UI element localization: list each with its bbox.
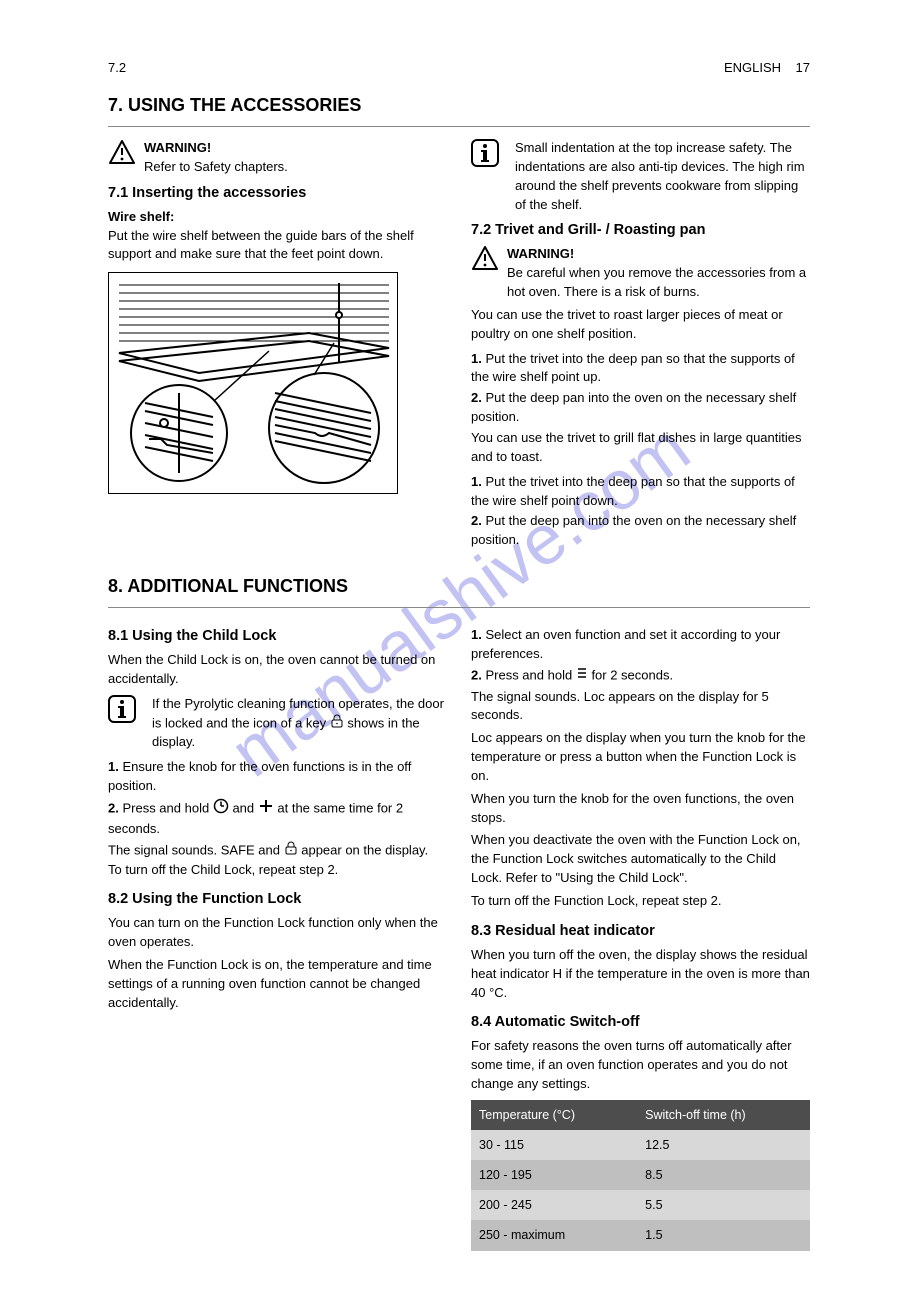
menu-icon xyxy=(576,666,588,686)
table-cell: 12.5 xyxy=(637,1130,810,1160)
f-signal: The signal sounds. Loc appears on the di… xyxy=(471,688,810,726)
wire-shelf-label: Wire shelf: xyxy=(108,209,174,224)
section-8-1-text: When the Child Lock is on, the oven cann… xyxy=(108,651,447,689)
table-cell: 5.5 xyxy=(637,1190,810,1220)
trivet-step4: Put the deep pan into the oven on the ne… xyxy=(471,513,796,547)
trivet-step1-num: 1. xyxy=(471,351,482,366)
table-cell: 200 - 245 xyxy=(471,1190,637,1220)
trivet-step3-num: 1. xyxy=(471,474,482,489)
lock-icon-2 xyxy=(284,841,298,861)
s8-signal2: appear on the display. xyxy=(301,842,428,857)
wire-shelf-text: Put the wire shelf between the guide bar… xyxy=(108,227,447,265)
trivet-step3: Put the trivet into the deep pan so that… xyxy=(471,474,795,508)
section-8-title: 8. ADDITIONAL FUNCTIONS xyxy=(108,566,810,603)
f-turnoff: To turn off the Function Lock, repeat st… xyxy=(471,892,810,911)
section-8-2-text: You can turn on the Function Lock functi… xyxy=(108,914,447,952)
trivet-step4-num: 2. xyxy=(471,513,482,528)
table-cell: 30 - 115 xyxy=(471,1130,637,1160)
section-7-divider xyxy=(108,126,810,127)
header-section-number: 7.2 xyxy=(108,60,126,75)
trivet-grill-text: You can use the trivet to grill flat dis… xyxy=(471,429,810,467)
f-step2-pre: Press and hold xyxy=(485,667,575,682)
info-icon xyxy=(471,139,499,167)
table-row: 250 - maximum 1.5 xyxy=(471,1220,810,1250)
table-cell: 120 - 195 xyxy=(471,1160,637,1190)
info-icon-2 xyxy=(108,695,136,723)
s8-step2-mid: and xyxy=(232,800,257,815)
clock-icon xyxy=(213,798,229,820)
section-8-4-text: For safety reasons the oven turns off au… xyxy=(471,1037,810,1094)
table-row: 120 - 195 8.5 xyxy=(471,1160,810,1190)
f-step1: Select an oven function and set it accor… xyxy=(471,627,780,661)
f-step2-num: 2. xyxy=(471,667,482,682)
section-7-2-title: 7.2 Trivet and Grill- / Roasting pan xyxy=(471,220,810,241)
f-loc: Loc appears on the display when you turn… xyxy=(471,729,810,786)
switch-off-table: Temperature (°C) Switch-off time (h) 30 … xyxy=(471,1100,810,1251)
warning-triangle-icon-2 xyxy=(471,245,499,277)
table-header-time: Switch-off time (h) xyxy=(637,1100,810,1130)
f-knob: When you turn the knob for the oven func… xyxy=(471,790,810,828)
section-7-1-title: 7.1 Inserting the accessories xyxy=(108,183,447,204)
plus-icon xyxy=(258,798,274,820)
header-page-number: 17 xyxy=(796,60,810,75)
trivet-warning-text: Be careful when you remove the accessori… xyxy=(507,265,806,299)
s8-step2-pre: Press and hold xyxy=(122,800,212,815)
f-step2-post: for 2 seconds. xyxy=(591,667,673,682)
table-cell: 1.5 xyxy=(637,1220,810,1250)
warning-triangle-icon xyxy=(108,139,136,171)
table-header-temp: Temperature (°C) xyxy=(471,1100,637,1130)
section-7-warning: Refer to Safety chapters. xyxy=(144,159,288,174)
section-8-3-text: When you turn off the oven, the display … xyxy=(471,946,810,1003)
section-8-2-title: 8.2 Using the Function Lock xyxy=(108,889,447,910)
s8-step2-num: 2. xyxy=(108,800,119,815)
table-row: 30 - 115 12.5 xyxy=(471,1130,810,1160)
f-step1-num: 1. xyxy=(471,627,482,642)
section-7-info: Small indentation at the top increase sa… xyxy=(515,139,810,214)
s8-step-off: To turn off the Child Lock, repeat step … xyxy=(108,861,447,880)
table-cell: 250 - maximum xyxy=(471,1220,637,1250)
section-8-divider xyxy=(108,607,810,608)
section-8-2-text2: When the Function Lock is on, the temper… xyxy=(108,956,447,1013)
trivet-step2-num: 2. xyxy=(471,390,482,405)
trivet-step2: Put the deep pan into the oven on the ne… xyxy=(471,390,796,424)
section-7-title: 7. USING THE ACCESSORIES xyxy=(108,85,810,122)
s8-step1-num: 1. xyxy=(108,759,119,774)
trivet-use: You can use the trivet to roast larger p… xyxy=(471,306,810,344)
section-8-4-title: 8.4 Automatic Switch-off xyxy=(471,1012,810,1033)
s8-signal: The signal sounds. SAFE and xyxy=(108,842,284,857)
wire-shelf-figure xyxy=(108,272,398,494)
s8-step1: Ensure the knob for the oven functions i… xyxy=(108,759,411,793)
trivet-warning-label: WARNING! xyxy=(507,246,574,261)
lock-icon xyxy=(330,714,344,734)
trivet-step1: Put the trivet into the deep pan so that… xyxy=(471,351,795,385)
section-8-1-title: 8.1 Using the Child Lock xyxy=(108,626,447,647)
f-deact: When you deactivate the oven with the Fu… xyxy=(471,831,810,888)
header-page-label: ENGLISH xyxy=(724,60,781,75)
table-cell: 8.5 xyxy=(637,1160,810,1190)
table-row: 200 - 245 5.5 xyxy=(471,1190,810,1220)
section-8-3-title: 8.3 Residual heat indicator xyxy=(471,921,810,942)
